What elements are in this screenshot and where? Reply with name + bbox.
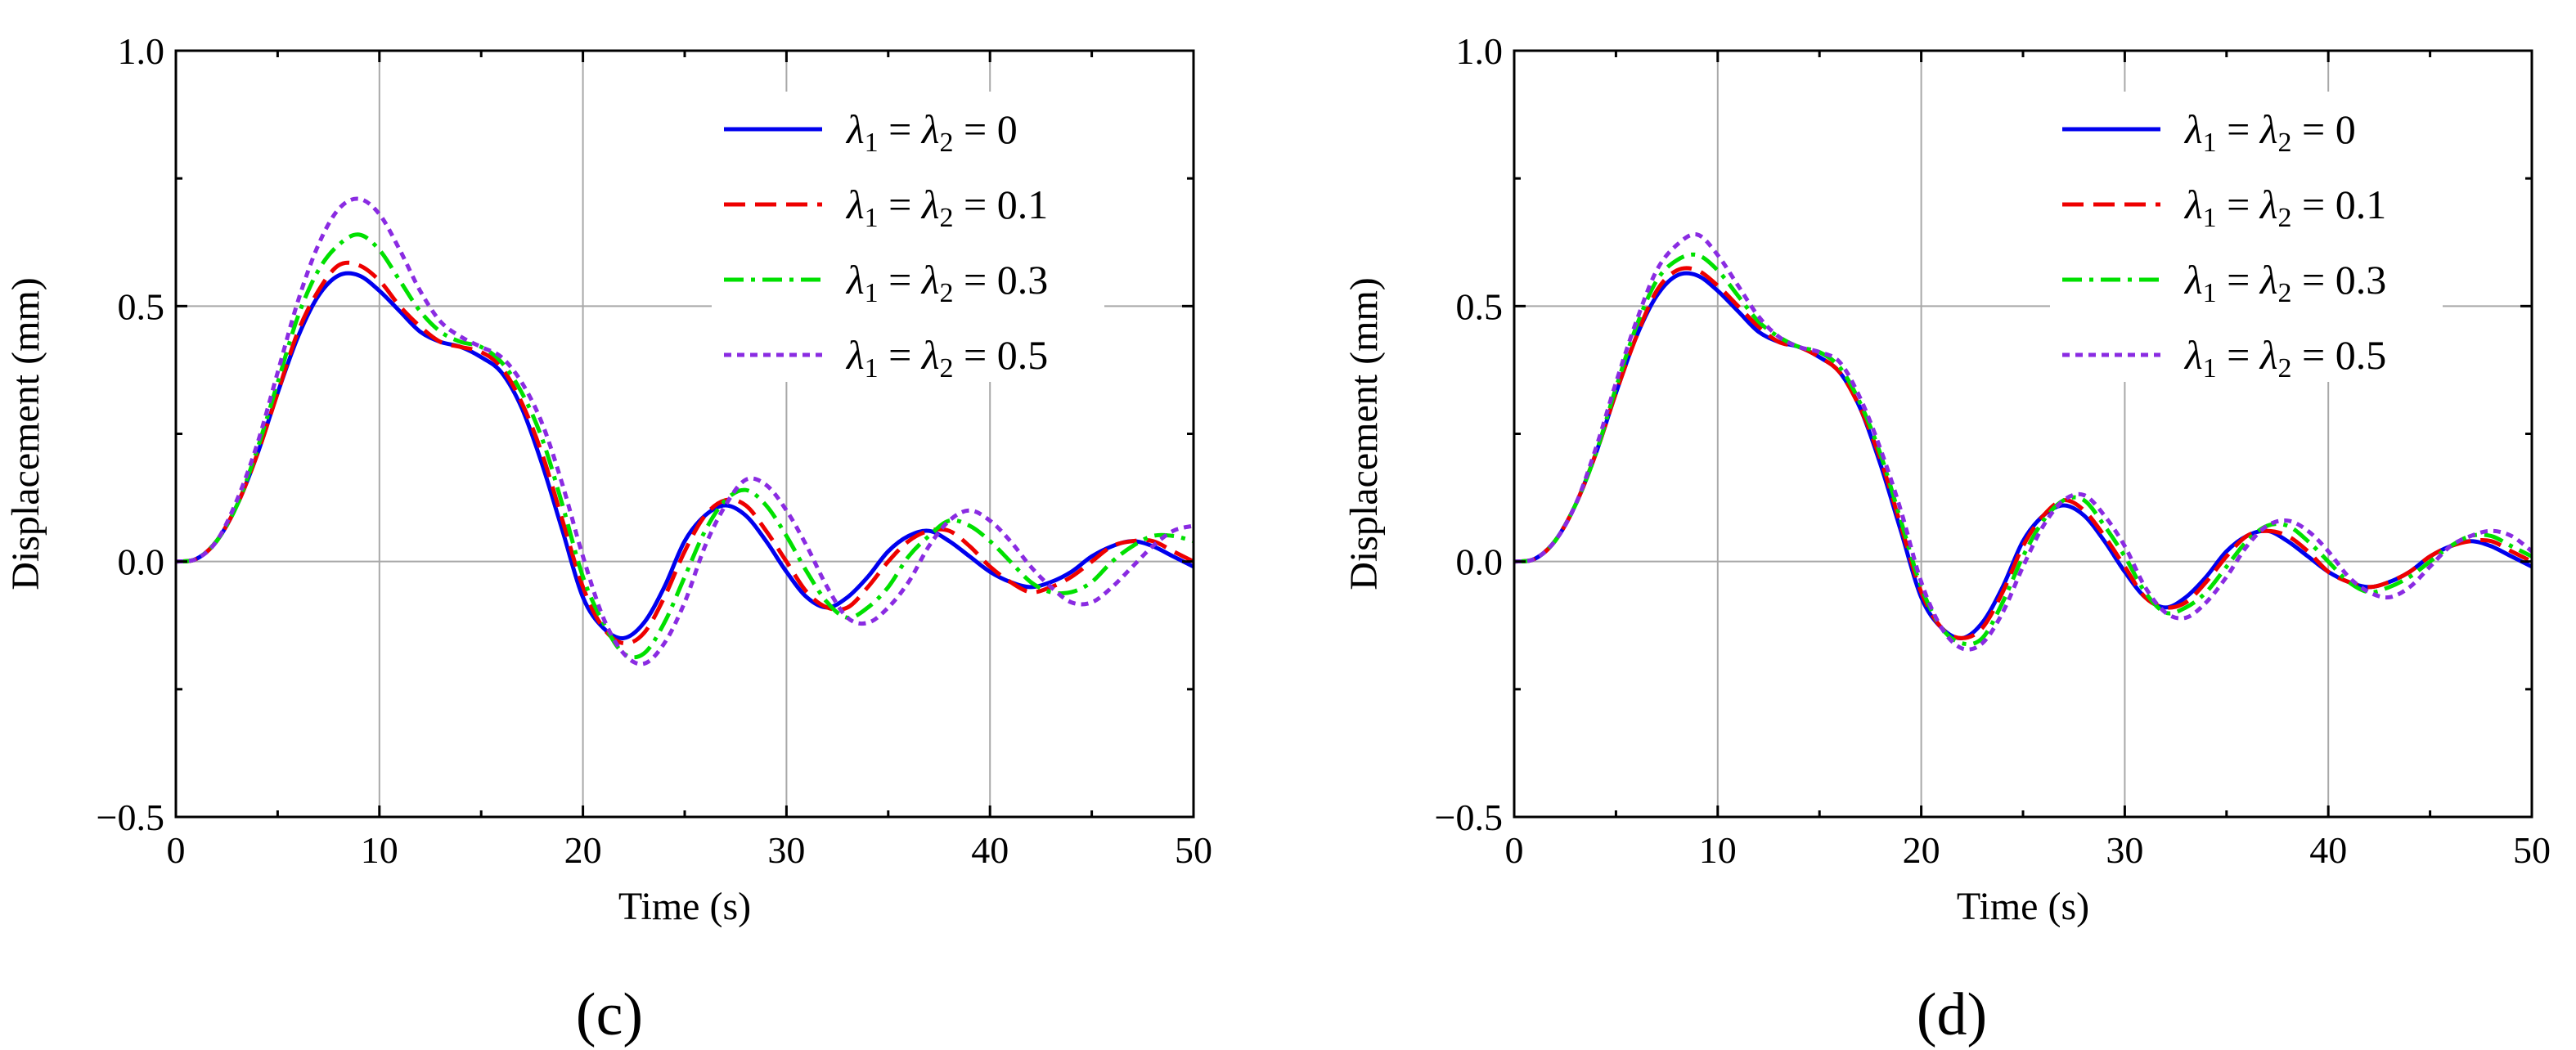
legend-label-1: λ1 = λ2 = 0.1 — [2183, 182, 2386, 233]
legend: λ1 = λ2 = 0 λ1 = λ2 = 0.1 λ1 = λ2 = 0.3 λ1 … — [2050, 92, 2443, 384]
x-tick-label: 40 — [2309, 829, 2347, 871]
x-tick-label: 0 — [1505, 829, 1524, 871]
series-line-1 — [176, 260, 1194, 646]
x-tick-label: 30 — [767, 829, 805, 871]
legend-value: 0.5 — [997, 332, 1049, 378]
y-tick-label: 1.0 — [118, 30, 165, 72]
x-tick-label: 40 — [971, 829, 1009, 871]
y-axis-title: Displacement (mm) — [4, 277, 47, 590]
legend-label-0: λ1 = λ2 = 0 — [845, 106, 1018, 158]
legend-label-1: λ1 = λ2 = 0.1 — [845, 182, 1048, 233]
legend-label-2: λ1 = λ2 = 0.3 — [2183, 257, 2386, 308]
legend-label-3: λ1 = λ2 = 0.5 — [845, 332, 1048, 384]
y-tick-label: −0.5 — [97, 796, 164, 838]
y-tick-label: 0.0 — [1456, 541, 1504, 583]
legend-value: 0.1 — [2335, 182, 2387, 227]
legend-label-3: λ1 = λ2 = 0.5 — [2183, 332, 2386, 384]
x-tick-label: 20 — [564, 829, 602, 871]
chart-panel-c: 0 10 20 30 40 50 −0.5 0.0 0.5 1.0 Time (s) Displace… — [4, 30, 1212, 1048]
x-tick-label: 50 — [2513, 829, 2551, 871]
legend-value: 0.1 — [997, 182, 1049, 227]
series-line-1 — [1514, 266, 2532, 640]
panel-label: (c) — [576, 981, 643, 1048]
x-tick-label: 10 — [361, 829, 398, 871]
legend-background — [712, 92, 1104, 382]
y-tick-label: 0.5 — [118, 285, 165, 327]
legend: λ1 = λ2 = 0 λ1 = λ2 = 0.1 λ1 = λ2 = 0.3 λ1 … — [712, 92, 1104, 384]
y-tick-label: 0.0 — [118, 541, 165, 583]
legend-value: 0.5 — [2335, 332, 2387, 378]
x-tick-label: 20 — [1903, 829, 1940, 871]
x-tick-label: 30 — [2106, 829, 2143, 871]
y-tick-label: −0.5 — [1435, 796, 1503, 838]
x-tick-label: 50 — [1175, 829, 1212, 871]
x-axis-title: Time (s) — [618, 885, 751, 928]
legend-background — [2050, 92, 2443, 382]
x-tick-label: 0 — [167, 829, 186, 871]
series-line-0 — [176, 271, 1194, 640]
y-axis-title: Displacement (mm) — [1342, 277, 1386, 590]
chart-panel-d: 0 10 20 30 40 50 −0.5 0.0 0.5 1.0 Time (s) Displace… — [1342, 30, 2551, 1048]
series-line-3 — [1514, 232, 2532, 652]
series-line-2 — [1514, 252, 2532, 647]
panel-label: (d) — [1917, 981, 1987, 1048]
legend-label-0: λ1 = λ2 = 0 — [2183, 106, 2356, 158]
legend-value: 0 — [997, 106, 1018, 152]
series-line-0 — [1514, 271, 2532, 640]
legend-value: 0 — [2335, 106, 2356, 152]
series-line-3 — [176, 196, 1194, 666]
legend-value: 0.3 — [997, 257, 1049, 303]
x-tick-label: 10 — [1699, 829, 1737, 871]
y-tick-label: 1.0 — [1456, 30, 1504, 72]
y-tick-label: 0.5 — [1456, 285, 1504, 327]
legend-value: 0.3 — [2335, 257, 2387, 303]
x-axis-title: Time (s) — [1957, 885, 2089, 928]
legend-label-2: λ1 = λ2 = 0.3 — [845, 257, 1048, 308]
